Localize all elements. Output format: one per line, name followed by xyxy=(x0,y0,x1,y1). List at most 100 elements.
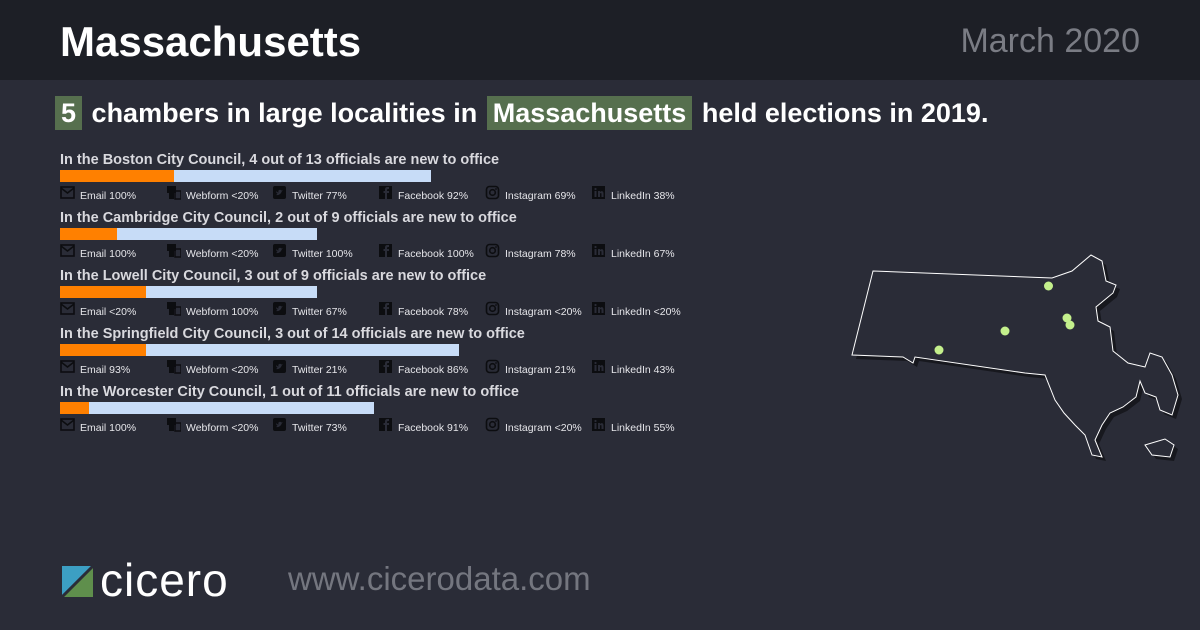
officials-new-bar xyxy=(60,170,174,182)
council-title: In the Boston City Council, 4 out of 13 … xyxy=(60,152,500,168)
twitter-icon xyxy=(273,244,286,257)
headline: 5 chambers in large localities in Massac… xyxy=(55,96,990,130)
contact-stat-label: Facebook 92% xyxy=(398,190,469,202)
officials-total-bar xyxy=(60,170,431,182)
officials-new-bar xyxy=(60,344,146,356)
facebook-icon xyxy=(379,360,392,373)
contact-stat-label: Instagram <20% xyxy=(505,422,582,434)
linkedin-icon xyxy=(592,360,605,373)
city-dot-boston xyxy=(1065,320,1075,330)
city-dot-worcester xyxy=(1000,326,1010,336)
contact-stat-label: Email 100% xyxy=(80,190,137,202)
contact-stat-label: Webform <20% xyxy=(186,248,259,260)
contact-stat-label: Twitter 73% xyxy=(292,422,347,434)
council-block: In the Boston City Council, 4 out of 13 … xyxy=(60,152,760,210)
twitter-icon xyxy=(273,360,286,373)
instagram-icon xyxy=(485,301,500,316)
facebook-icon xyxy=(379,186,392,199)
instagram-icon xyxy=(485,417,500,432)
facebook-icon xyxy=(379,418,392,431)
headline-text-1: chambers in large localities in xyxy=(91,98,478,128)
council-block: In the Lowell City Council, 3 out of 9 o… xyxy=(60,268,760,326)
contact-stat-label: Instagram 21% xyxy=(505,364,576,376)
contact-stat-label: Email 100% xyxy=(80,248,137,260)
city-dot-springfield xyxy=(934,345,944,355)
island-outline xyxy=(1144,438,1175,458)
state-outline xyxy=(851,254,1179,458)
logo-wordmark: cicero xyxy=(100,560,229,600)
contact-stats: Email <20% Webform 100% Twitter 67% Faceboo… xyxy=(60,301,760,318)
instagram-icon xyxy=(485,243,500,258)
council-title: In the Lowell City Council, 3 out of 9 o… xyxy=(60,268,487,284)
instagram-icon xyxy=(485,359,500,374)
facebook-icon xyxy=(379,244,392,257)
twitter-icon xyxy=(273,302,286,315)
officials-total-bar xyxy=(60,286,317,298)
contact-stats: Email 100% Webform <20% Twitter 73% Faceboo… xyxy=(60,417,760,434)
instagram-icon xyxy=(485,185,500,200)
report-date: March 2020 xyxy=(960,22,1140,60)
contact-stat-label: Instagram <20% xyxy=(505,306,582,318)
website-url[interactable]: www.cicerodata.com xyxy=(288,560,591,597)
contact-stat-label: LinkedIn 43% xyxy=(611,364,675,376)
contact-stat-label: Facebook 91% xyxy=(398,422,469,434)
linkedin-icon xyxy=(592,186,605,199)
webform-icon xyxy=(167,244,181,258)
council-title: In the Springfield City Council, 3 out o… xyxy=(60,326,525,342)
contact-stat-label: Twitter 67% xyxy=(292,306,347,318)
contact-stat-label: LinkedIn <20% xyxy=(611,306,681,318)
contact-stat-label: Webform <20% xyxy=(186,190,259,202)
contact-stats: Email 100% Webform <20% Twitter 77% Faceboo… xyxy=(60,185,760,202)
header-bar: Massachusetts March 2020 xyxy=(0,0,1200,80)
email-icon xyxy=(60,360,75,373)
contact-stat-label: Webform 100% xyxy=(186,306,259,318)
council-title: In the Cambridge City Council, 2 out of … xyxy=(60,210,517,226)
contact-stat-label: Instagram 78% xyxy=(505,248,576,260)
linkedin-icon xyxy=(592,418,605,431)
contact-stat-label: Email 100% xyxy=(80,422,137,434)
headline-text-2: held elections in 2019. xyxy=(701,98,989,128)
twitter-icon xyxy=(273,418,286,431)
officials-new-bar xyxy=(60,286,146,298)
email-icon xyxy=(60,302,75,315)
state-title: Massachusetts xyxy=(60,18,362,65)
contact-stat-label: Twitter 100% xyxy=(292,248,353,260)
contact-stats: Email 93% Webform <20% Twitter 21% Facebook… xyxy=(60,359,760,376)
email-icon xyxy=(60,244,75,257)
massachusetts-map xyxy=(851,254,1182,461)
linkedin-icon xyxy=(592,302,605,315)
officials-new-bar xyxy=(60,228,117,240)
facebook-icon xyxy=(379,302,392,315)
council-title: In the Worcester City Council, 1 out of … xyxy=(60,384,519,400)
contact-stats: Email 100% Webform <20% Twitter 100% Facebo… xyxy=(60,243,760,260)
webform-icon xyxy=(167,418,181,432)
contact-stat-label: Facebook 86% xyxy=(398,364,469,376)
contact-stat-label: Webform <20% xyxy=(186,422,259,434)
webform-icon xyxy=(167,360,181,374)
council-block: In the Worcester City Council, 1 out of … xyxy=(60,384,760,442)
contact-stat-label: Instagram 69% xyxy=(505,190,576,202)
headline-count: 5 xyxy=(55,96,83,130)
city-dot-cambridge xyxy=(1062,313,1072,323)
officials-total-bar xyxy=(60,228,317,240)
council-block: In the Springfield City Council, 3 out o… xyxy=(60,326,760,384)
webform-icon xyxy=(167,186,181,200)
city-dot-lowell xyxy=(1044,281,1053,291)
officials-new-bar xyxy=(60,402,89,414)
email-icon xyxy=(60,186,75,199)
email-icon xyxy=(60,418,75,431)
officials-total-bar xyxy=(60,344,459,356)
contact-stat-label: Facebook 78% xyxy=(398,306,469,318)
contact-stat-label: LinkedIn 55% xyxy=(611,422,675,434)
webform-icon xyxy=(167,302,181,316)
officials-total-bar xyxy=(60,402,374,414)
contact-stat-label: Email <20% xyxy=(80,306,137,318)
cicero-logo: cicero xyxy=(62,560,229,600)
contact-stat-label: LinkedIn 38% xyxy=(611,190,675,202)
council-block: In the Cambridge City Council, 2 out of … xyxy=(60,210,760,268)
contact-stat-label: Facebook 100% xyxy=(398,248,474,260)
contact-stat-label: LinkedIn 67% xyxy=(611,248,675,260)
contact-stat-label: Email 93% xyxy=(80,364,131,376)
contact-stat-label: Twitter 77% xyxy=(292,190,347,202)
headline-state: Massachusetts xyxy=(486,96,693,130)
